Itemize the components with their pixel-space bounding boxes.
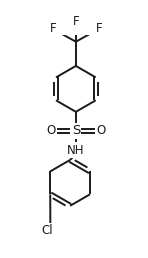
Text: Cl: Cl <box>41 224 53 237</box>
Text: O: O <box>46 124 56 138</box>
Text: F: F <box>50 22 56 35</box>
Text: S: S <box>72 124 80 138</box>
Text: O: O <box>96 124 105 138</box>
Text: F: F <box>73 15 79 28</box>
Text: F: F <box>95 22 102 35</box>
Text: NH: NH <box>67 143 85 157</box>
